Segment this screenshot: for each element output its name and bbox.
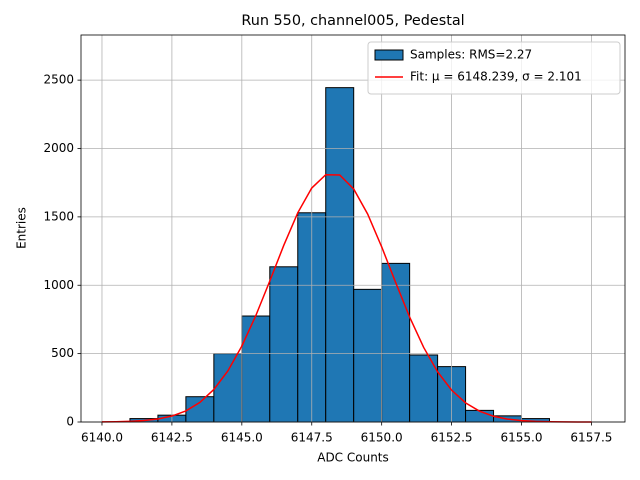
x-tick-label: 6155.0 [501,431,543,445]
x-tick-label: 6145.0 [221,431,263,445]
legend-label: Samples: RMS=2.27 [410,48,532,62]
x-tick-label: 6147.5 [291,431,333,445]
legend-swatch [374,49,404,61]
legend-label: Fit: μ = 6148.239, σ = 2.101 [410,70,582,84]
x-tick-label: 6150.0 [361,431,403,445]
histogram-bar [381,262,411,423]
y-axis-label: Entries [15,207,29,249]
y-tick-label: 0 [66,415,74,429]
x-tick-label: 6140.0 [81,431,123,445]
histogram-bar [241,315,271,423]
y-tick-label: 500 [51,346,74,360]
legend-box [367,41,621,95]
fit-line [101,174,592,423]
chart-title: Run 550, channel005, Pedestal [241,13,464,29]
histogram-bar [269,266,299,423]
y-tick-label: 1500 [43,209,74,223]
y-tick-label: 1000 [43,278,74,292]
x-axis-label: ADC Counts [317,451,389,465]
x-tick-label: 6142.5 [151,431,193,445]
axes-frame [80,34,626,423]
y-tick-label: 2500 [43,73,74,87]
histogram-bar [213,353,243,423]
histogram-bar [185,396,215,423]
x-tick-label: 6157.5 [570,431,612,445]
x-tick-label: 6152.5 [431,431,473,445]
histogram-bar [409,354,439,423]
histogram-bar [465,409,495,423]
histogram-bar [353,288,383,423]
histogram-bar [325,87,355,423]
y-tick-label: 2000 [43,141,74,155]
